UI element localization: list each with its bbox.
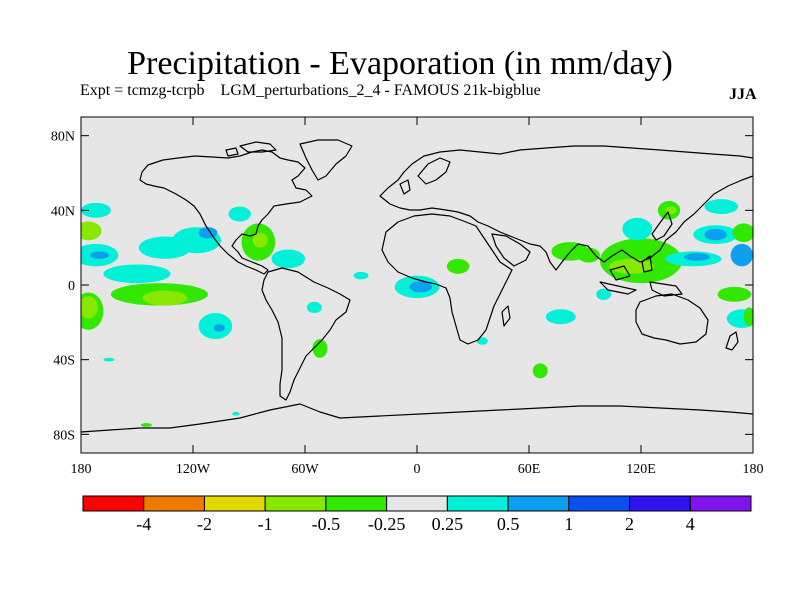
colorbar-swatch (203, 495, 266, 512)
colorbar-label: 4 (686, 514, 695, 534)
lat-tick-label: 40N (51, 204, 75, 219)
coast-greenland (299, 139, 353, 181)
colorbar-label: 0.5 (497, 514, 520, 534)
lat-tick-label: 0 (68, 279, 75, 294)
colorbar-swatch (264, 495, 327, 512)
coast-arabia (491, 233, 531, 267)
lat-tick-label: 80S (53, 428, 75, 443)
colorbar-label: 2 (625, 514, 634, 534)
anomaly-atlantic-cyan (271, 249, 306, 269)
coast-australia (635, 293, 709, 345)
anomaly-madagascar-cyan (476, 337, 488, 345)
anomaly-spac-blue-blob (213, 324, 225, 332)
coast-japan (651, 211, 673, 241)
anomaly-w-pacific-north (81, 202, 111, 218)
lon-tick-label: 60E (518, 462, 541, 477)
colorbar-swatch (507, 495, 570, 512)
lon-tick-label: 180 (743, 462, 764, 477)
plot-title: Precipitation - Evaporation (in mm/day) (127, 45, 673, 82)
colorbar-swatch (446, 495, 509, 512)
colorbar: -4 -2 -1 -0.5 -0.25 0.25 0.5 1 2 4 (82, 495, 752, 534)
anomaly-s-indian-cyan (545, 309, 576, 325)
coast-eurasia (379, 145, 753, 271)
lon-tick-label: 180 (71, 462, 92, 477)
anomaly-dateline-green (81, 221, 102, 241)
colorbar-label: 0.25 (432, 514, 464, 534)
coast-south-america (261, 267, 351, 401)
colorbar-swatch (325, 495, 388, 512)
axis-ticks: 80N 40N 0 40S 80S 180 120W 60W 0 60E 120E 180 (51, 117, 764, 477)
anomaly-sepac-yellow-green (142, 290, 188, 306)
coast-africa (381, 213, 513, 345)
anomaly-s-atlantic-green (312, 339, 328, 358)
anomaly-sw-pacific-green (743, 307, 753, 327)
anomaly-indonesia-cyan (596, 288, 612, 300)
anomaly-e-end-green-n (732, 223, 753, 243)
anomaly-s-pacific-far-cyan (103, 357, 115, 362)
coast-madagascar (501, 305, 511, 327)
colorbar-label: -2 (197, 514, 212, 534)
lon-tick-label: 60W (291, 462, 319, 477)
colorbar-swatch (386, 495, 448, 512)
anomaly-pacific-cyan (103, 264, 171, 284)
anomaly-nw-pacific-cyan (704, 199, 739, 215)
colorbar-swatch (629, 495, 691, 512)
lon-tick-label: 0 (414, 462, 421, 477)
anomaly-bay-bengal-green (577, 247, 600, 263)
lon-tick-label: 120W (176, 462, 211, 477)
colorbar-swatch (568, 495, 631, 512)
anomaly-caribbean-yellow-green (252, 232, 268, 248)
anomaly-e-africa-green (446, 258, 470, 274)
anomaly-spac-west-yellow (81, 296, 98, 319)
season-label: JJA (729, 86, 757, 103)
anomaly-e-end-blue (730, 243, 753, 267)
colorbar-label: -1 (258, 514, 273, 534)
anomaly-us-east-cyan (228, 206, 251, 222)
lat-tick-label: 40S (53, 354, 75, 369)
experiment-subtitle: Expt = tcmzg-tcrpb LGM_perturbations_2_4… (80, 82, 541, 99)
anomaly-antarctic-green-a (140, 423, 152, 427)
coast-indonesia (599, 255, 683, 297)
anomaly-n-pacific-blue (704, 229, 727, 241)
anomaly-s-america-cyan (306, 301, 322, 313)
anomaly-se-asia-yellow (609, 258, 655, 274)
coastlines (81, 139, 753, 433)
colorbar-label: -0.5 (312, 514, 341, 534)
coast-scandinavia (399, 157, 451, 195)
colorbar-swatch (82, 495, 145, 512)
colorbar-label: -4 (136, 514, 151, 534)
anomaly-s-indian-green (532, 363, 548, 379)
colorbar-swatch (689, 495, 752, 512)
coast-antarctica (81, 403, 753, 433)
lon-tick-label: 120E (626, 462, 656, 477)
coast-new-zealand (725, 331, 739, 351)
coast-arctic-islands (225, 141, 277, 157)
anomaly-gulf-guinea-blue (409, 281, 432, 293)
anomaly-dateline-blue (90, 251, 109, 259)
anomaly-w-pacific-blue (683, 253, 711, 261)
lat-tick-label: 80N (51, 130, 75, 145)
colorbar-label: 1 (564, 514, 573, 534)
anomaly-antarctic-cyan-a (232, 411, 240, 416)
colorbar-label: -0.25 (368, 514, 406, 534)
anomaly-contours (81, 199, 753, 427)
anomaly-equatorial-atlantic-cyan (353, 271, 369, 280)
colorbar-swatch (143, 495, 205, 512)
anomaly-e-end-green-s (717, 286, 752, 302)
anomaly-china-cyan (622, 217, 653, 241)
